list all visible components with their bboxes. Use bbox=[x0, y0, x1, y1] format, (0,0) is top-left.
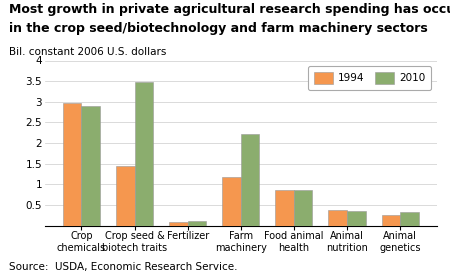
Bar bbox=[400, 212, 418, 226]
Bar bbox=[241, 134, 259, 225]
Text: in the crop seed/biotechnology and farm machinery sectors: in the crop seed/biotechnology and farm … bbox=[9, 22, 428, 35]
Bar bbox=[169, 222, 188, 225]
Text: Source:  USDA, Economic Research Service.: Source: USDA, Economic Research Service. bbox=[9, 262, 238, 272]
Bar bbox=[347, 211, 365, 226]
Bar bbox=[81, 106, 100, 226]
Bar bbox=[188, 221, 206, 225]
Bar bbox=[382, 215, 400, 226]
Bar bbox=[116, 166, 135, 225]
Bar bbox=[294, 190, 312, 225]
Bar bbox=[328, 210, 347, 225]
Text: Bil. constant 2006 U.S. dollars: Bil. constant 2006 U.S. dollars bbox=[9, 47, 166, 57]
Bar bbox=[275, 190, 294, 226]
Bar bbox=[63, 103, 81, 226]
Bar bbox=[135, 82, 153, 226]
Bar bbox=[222, 177, 241, 225]
Legend: 1994, 2010: 1994, 2010 bbox=[308, 66, 431, 90]
Text: Most growth in private agricultural research spending has occurred: Most growth in private agricultural rese… bbox=[9, 3, 450, 16]
